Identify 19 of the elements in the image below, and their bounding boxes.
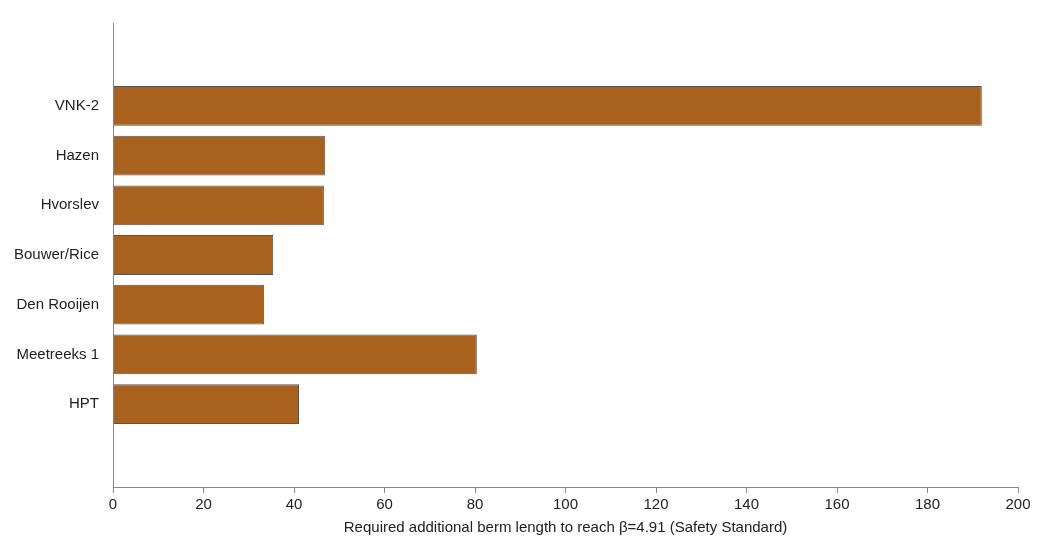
y-tick-label: HPT bbox=[69, 394, 100, 412]
x-axis-title: Required additional berm length to reach β=4.91 (Safety Standard) bbox=[343, 518, 788, 536]
x-tick-label: 100 bbox=[553, 495, 579, 513]
y-tick-label: VNK-2 bbox=[54, 96, 100, 113]
x-tick-label: 140 bbox=[733, 495, 760, 513]
x-tick-label: 0 bbox=[108, 495, 118, 513]
x-tick-label: 40 bbox=[285, 495, 303, 513]
x-tick-label: 200 bbox=[1005, 495, 1031, 513]
x-tick-label: 120 bbox=[643, 495, 669, 513]
y-tick-label: Bouwer/Rice bbox=[13, 245, 100, 263]
x-tick-label: 20 bbox=[195, 495, 212, 513]
y-tick-label: Meetreeks 1 bbox=[16, 344, 100, 362]
y-tick-label: Hvorslev bbox=[40, 195, 100, 213]
x-tick-label: 80 bbox=[466, 495, 484, 513]
x-tick-label: 160 bbox=[824, 495, 850, 513]
x-tick-label: 180 bbox=[914, 495, 941, 513]
x-tick-label: 60 bbox=[376, 495, 393, 513]
y-tick-label: Den Rooijen bbox=[16, 294, 100, 312]
y-tick-label: Hazen bbox=[55, 145, 100, 163]
